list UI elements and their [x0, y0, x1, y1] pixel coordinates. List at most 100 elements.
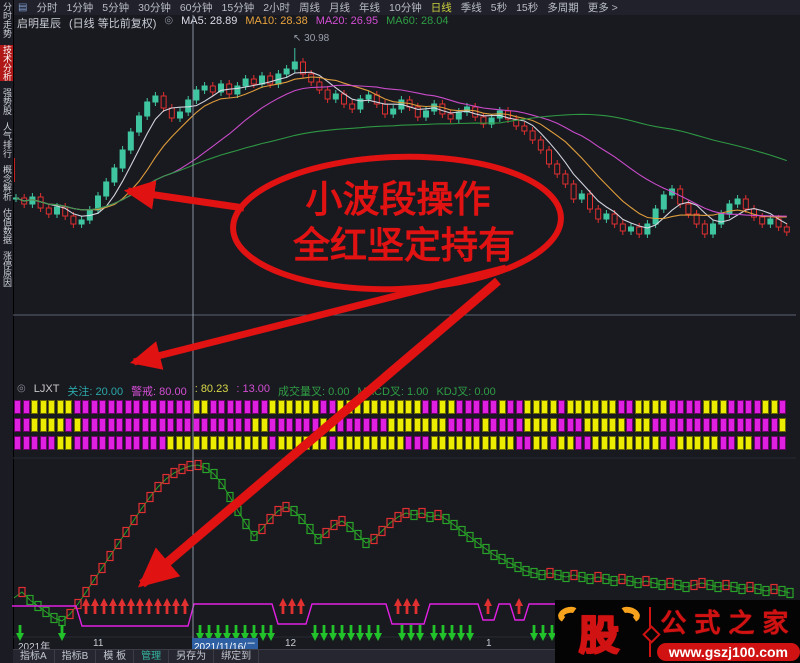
magenta-block [694, 400, 701, 414]
magenta-block [14, 418, 21, 432]
yellow-block [413, 400, 421, 414]
magenta-block [736, 418, 744, 432]
toolbar-period-周线[interactable]: 周线 [299, 2, 321, 14]
block-row [14, 400, 792, 414]
annotation-arrow-2 [129, 264, 507, 370]
magenta-block [490, 418, 497, 432]
toolbar-period-10分钟[interactable]: 10分钟 [389, 2, 422, 14]
yellow-block [447, 400, 455, 414]
tab-绑定到[interactable]: 绑定到 [214, 650, 260, 663]
toolbar-period-5秒[interactable]: 5秒 [490, 2, 508, 14]
yellow-block [541, 436, 548, 450]
yellow-block [677, 436, 684, 450]
yellow-block [524, 418, 531, 432]
magenta-block [107, 418, 115, 432]
indicator-menu-icon[interactable]: ◎ [164, 15, 174, 26]
toolbar-period-5分钟[interactable]: 5分钟 [102, 2, 130, 14]
sidebar-item-技术分析[interactable]: 技术分析 [0, 45, 13, 81]
magenta-block [490, 400, 497, 414]
toolbar-period-60分钟[interactable]: 60分钟 [179, 2, 213, 14]
toolbar-period-15秒[interactable]: 15秒 [516, 2, 539, 14]
magenta-block [515, 418, 523, 432]
sidebar-item-人气排行[interactable]: 人气排行 [2, 122, 12, 158]
magenta-block [82, 400, 89, 414]
magenta-block [762, 436, 769, 450]
yellow-block [294, 400, 302, 414]
toolbar-period-月线[interactable]: 月线 [329, 2, 351, 14]
yellow-block [702, 400, 710, 414]
yellow-block [192, 400, 200, 414]
annotation-text-line1: 小波段操作 [306, 179, 491, 220]
magenta-block [464, 418, 472, 432]
logo-site-url[interactable]: www.gszj100.com [656, 642, 800, 661]
magenta-block [354, 418, 361, 432]
yellow-block [549, 400, 557, 414]
yellow-block [294, 436, 302, 450]
magenta-block [99, 418, 106, 432]
yellow-block [243, 436, 251, 450]
magenta-block [337, 418, 344, 432]
magenta-block [158, 400, 166, 414]
horn-left-icon [556, 605, 582, 625]
ma-labels: MA5: 28.89 MA10: 28.38 MA20: 26.95 MA60: 28… [181, 15, 448, 28]
magenta-block [107, 400, 115, 414]
toolbar-period-30分钟[interactable]: 30分钟 [138, 2, 171, 14]
toolbar-period-年线[interactable]: 年线 [359, 2, 381, 14]
magenta-block [31, 436, 38, 450]
sidebar-item-涨停原因[interactable]: 涨停原因 [2, 251, 12, 287]
chart-mode-label: (日线 等比前复权) [69, 18, 157, 30]
yellow-block [592, 436, 599, 450]
yellow-block [56, 400, 64, 414]
magenta-block [719, 418, 727, 432]
toolbar-period-15分钟[interactable]: 15分钟 [221, 2, 255, 14]
yellow-block [175, 436, 183, 450]
tab-模板[interactable]: 模 板 [96, 650, 135, 663]
sidebar-item-估值数据[interactable]: 估值数据 [2, 208, 12, 244]
magenta-block [447, 418, 455, 432]
magenta-block [201, 418, 208, 432]
magenta-block [243, 418, 251, 432]
value-token: 成交量叉: 0.00 [277, 386, 350, 398]
magenta-block [481, 400, 489, 414]
tab-管理[interactable]: 管理 [134, 650, 170, 663]
magenta-block [175, 418, 183, 432]
yellow-block [218, 436, 225, 450]
yellow-block [507, 436, 514, 450]
magenta-block [328, 400, 336, 414]
block-row [14, 436, 792, 450]
tab-指标A[interactable]: 指标A [13, 650, 55, 663]
sidebar-item-概念解析[interactable]: 概念解析 [2, 165, 12, 201]
tab-指标B[interactable]: 指标B [55, 650, 97, 663]
sidebar-item-分时走势[interactable]: 分时走势 [2, 2, 12, 38]
yellow-block [575, 400, 582, 414]
magenta-block [116, 436, 123, 450]
sidebar-item-强势股[interactable]: 强势股 [2, 88, 12, 115]
toolbar-period-日线[interactable]: 日线 [430, 2, 452, 14]
toolbar-period-多周期[interactable]: 多周期 [547, 2, 579, 14]
magenta-block [728, 400, 735, 414]
yellow-block [362, 400, 370, 414]
ljxt-values: LJXT 关注: 20.00 警戒: 80.00: 80.23: 13.00 成交量叉… [34, 383, 496, 398]
toolbar-period-更多 >[interactable]: 更多 > [587, 2, 618, 14]
toolbar-period-分时[interactable]: 分时 [36, 2, 58, 14]
toolbar-period-季线[interactable]: 季线 [460, 2, 482, 14]
toolbar-period-2小时[interactable]: 2小时 [263, 2, 291, 14]
value-token: MACD叉: 1.00 [357, 386, 429, 398]
yellow-block [617, 436, 625, 450]
toolbar-period-1分钟[interactable]: 1分钟 [66, 2, 94, 14]
magenta-block [311, 418, 319, 432]
magenta-block [371, 418, 378, 432]
indicator-menu-icon[interactable]: ◎ [17, 383, 26, 394]
horn-right-icon [616, 605, 641, 625]
yellow-block [566, 400, 574, 414]
yellow-block [541, 400, 548, 414]
tab-另存为[interactable]: 另存为 [169, 650, 215, 663]
ljxt-indicator-header: ◎ LJXT 关注: 20.00 警戒: 80.00: 80.23: 13.00 成交… [17, 383, 496, 398]
yellow-block [226, 436, 234, 450]
magenta-block [626, 418, 633, 432]
magenta-block [379, 418, 387, 432]
magenta-block [473, 400, 480, 414]
yellow-block [201, 436, 208, 450]
annotation-text-line2: 全红坚定持有 [292, 224, 515, 266]
